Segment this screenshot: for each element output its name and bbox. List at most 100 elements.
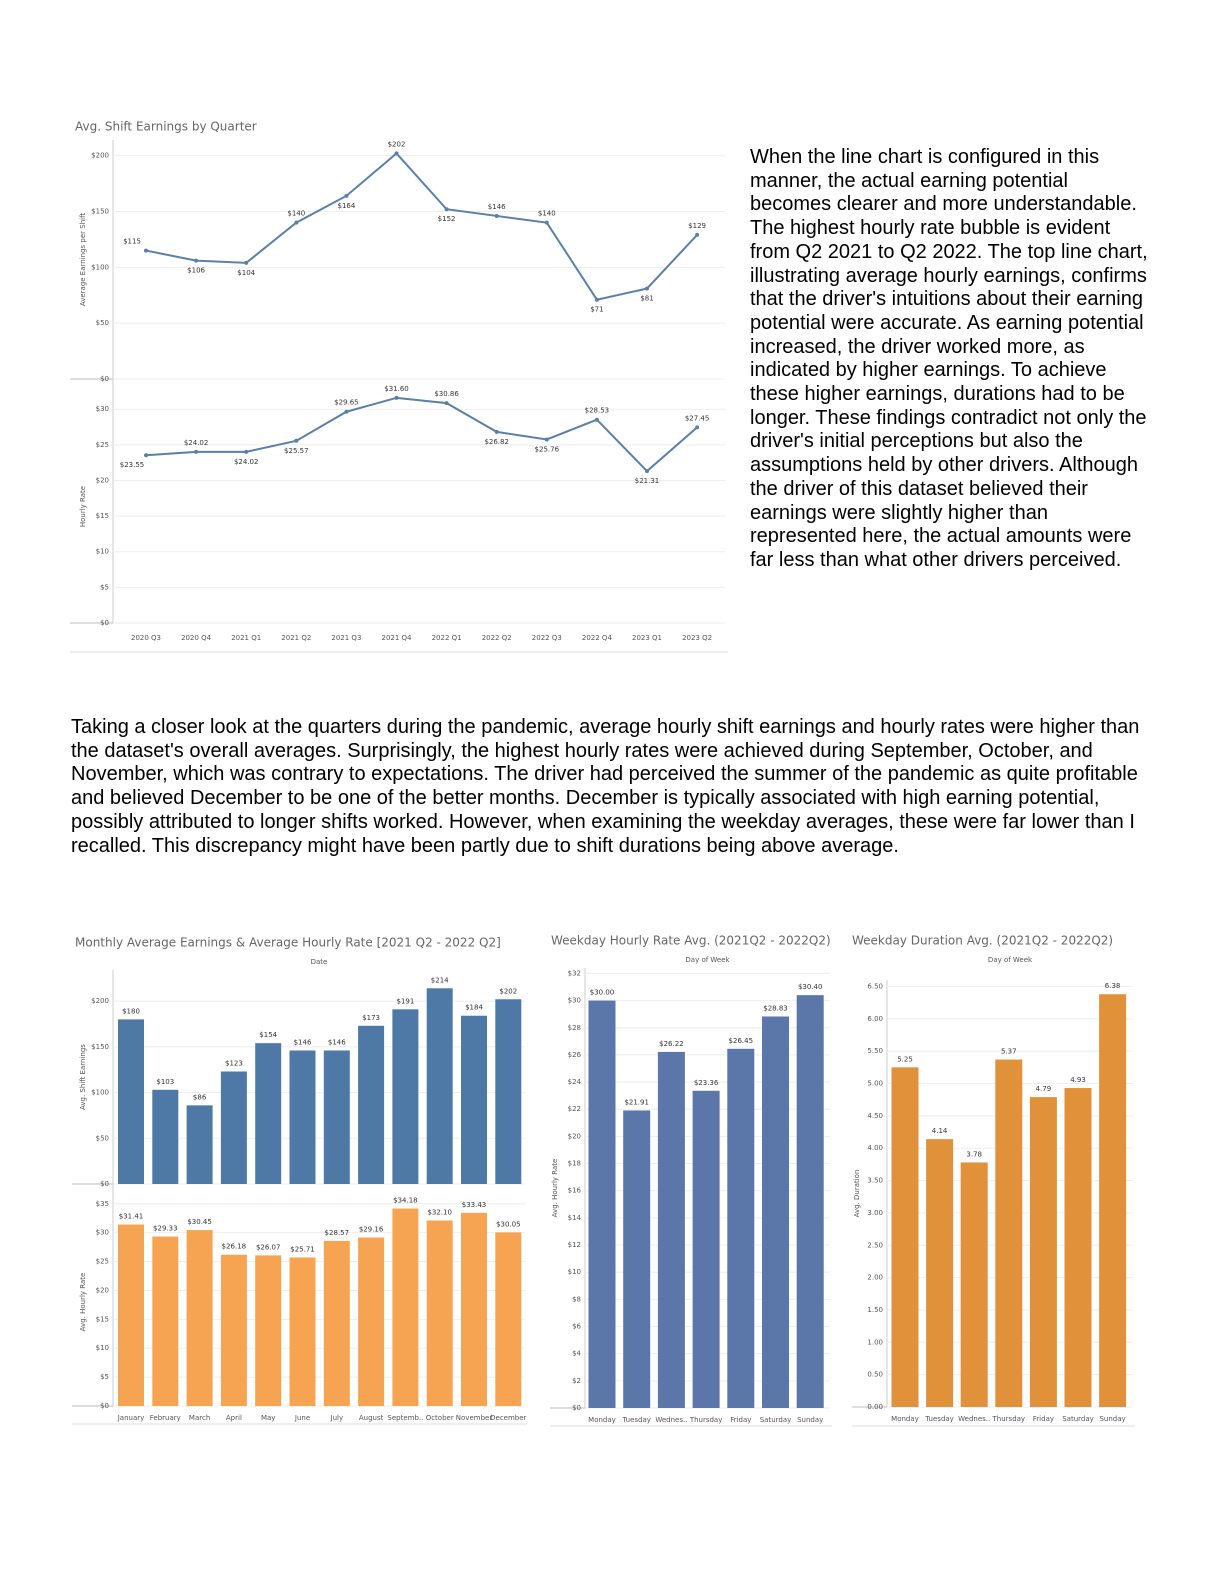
data-label: $146 (294, 1038, 312, 1046)
y-tick-label: $15 (96, 1315, 109, 1323)
bar (960, 1162, 988, 1407)
point (444, 401, 449, 406)
x-tick-label: Sunday (1099, 1415, 1125, 1423)
bar (426, 1220, 453, 1406)
x-axis-title: Day of Week (988, 956, 1033, 964)
bar (657, 1051, 685, 1408)
y-tick-label: 6.00 (867, 1015, 883, 1023)
x-tick-label: May (261, 1414, 275, 1422)
point (695, 425, 700, 430)
data-label: $26.82 (484, 438, 509, 446)
y-tick-label: $10 (568, 1268, 581, 1276)
chart-title: Weekday Hourly Rate Avg. (2021Q2 - 2022Q… (551, 934, 831, 948)
y-tick-label: 6.50 (867, 982, 883, 990)
y-tick-label: 5.00 (867, 1080, 883, 1088)
bar (358, 1025, 385, 1184)
data-label: $27.45 (685, 414, 710, 422)
x-tick-label: Wednes.. (655, 1416, 687, 1424)
chart-title: Avg. Shift Earnings by Quarter (75, 120, 257, 134)
y-axis-title: Avg. Shift Earnings (79, 1044, 87, 1110)
data-label: $29.33 (153, 1225, 178, 1233)
y-tick-label: $10 (96, 548, 109, 556)
x-tick-label: April (226, 1414, 242, 1422)
data-label: $28.57 (325, 1229, 350, 1237)
y-tick-label: $25 (96, 1258, 109, 1266)
y-tick-label: $26 (568, 1051, 582, 1059)
data-label: $154 (259, 1031, 277, 1039)
bar (495, 999, 522, 1184)
data-label: $25.76 (535, 445, 560, 453)
point (344, 193, 349, 198)
data-label: $184 (465, 1004, 483, 1012)
x-tick-label: 2022 Q2 (482, 634, 512, 642)
data-label: 5.37 (1001, 1048, 1017, 1056)
chart-title: Monthly Average Earnings & Average Hourl… (75, 936, 501, 950)
y-tick-label: $16 (568, 1187, 582, 1195)
data-label: $123 (225, 1060, 243, 1068)
data-label: $180 (122, 1007, 140, 1015)
data-label: $86 (193, 1093, 207, 1101)
data-label: $25.57 (284, 447, 309, 455)
x-tick-label: 2022 Q1 (432, 634, 462, 642)
y-tick-label: $0 (100, 1180, 109, 1188)
point (144, 248, 148, 253)
bar (796, 995, 824, 1408)
data-label: 6.38 (1105, 982, 1121, 990)
data-label: $30.00 (590, 989, 615, 997)
x-tick-label: Saturday (760, 1416, 792, 1424)
bar (1064, 1088, 1092, 1407)
x-tick-label: Wednes.. (958, 1415, 990, 1423)
y-axis-title: Hourly Rate (79, 486, 87, 527)
x-axis-title: Date (311, 958, 328, 966)
point (394, 395, 399, 400)
data-label: $26.07 (256, 1243, 281, 1251)
bar (220, 1071, 247, 1184)
data-label: $140 (538, 210, 556, 218)
point (594, 297, 599, 302)
data-label: 4.14 (932, 1127, 948, 1135)
y-tick-label: $0 (572, 1404, 581, 1412)
data-label: $26.45 (729, 1037, 754, 1045)
x-tick-label: Thursday (992, 1415, 1026, 1423)
x-tick-label: 2021 Q1 (231, 634, 261, 642)
x-tick-label: March (189, 1414, 210, 1422)
bar (692, 1090, 720, 1408)
y-tick-label: $35 (96, 1200, 109, 1208)
line (145, 152, 698, 301)
data-label: $28.53 (585, 407, 610, 415)
data-label: 3.78 (966, 1150, 982, 1158)
y-tick-label: 0.50 (867, 1371, 883, 1379)
y-tick-label: $150 (91, 207, 109, 215)
point (544, 220, 549, 225)
x-tick-label: Thursday (689, 1416, 723, 1424)
y-tick-label: 3.50 (867, 1177, 883, 1185)
x-tick-label: July (330, 1414, 344, 1422)
y-axis-title: Avg. Duration (853, 1170, 861, 1218)
x-tick-label: 2022 Q4 (582, 634, 613, 642)
data-label: $173 (362, 1014, 380, 1022)
x-tick-label: 2023 Q1 (632, 634, 662, 642)
x-tick-label: November (456, 1414, 493, 1422)
y-tick-label: 1.50 (867, 1306, 883, 1314)
y-tick-label: $50 (96, 319, 109, 327)
y-tick-label: 4.00 (867, 1144, 883, 1152)
bar (926, 1139, 954, 1407)
y-tick-label: $5 (100, 1373, 109, 1381)
line (145, 396, 698, 473)
x-tick-label: Tuesday (621, 1416, 650, 1424)
y-axis-title: Avg. Hourly Rate (551, 1159, 559, 1218)
point (244, 449, 249, 454)
y-tick-label: 4.50 (867, 1112, 883, 1120)
y-tick-label: $22 (568, 1105, 581, 1113)
bar (255, 1255, 282, 1406)
bar (186, 1230, 213, 1406)
x-tick-label: Saturday (1062, 1415, 1094, 1423)
data-label: $33.43 (462, 1201, 487, 1209)
y-tick-label: 0.00 (867, 1403, 883, 1411)
y-axis-title: Avg. Hourly Rate (79, 1273, 87, 1332)
data-label: $30.40 (798, 983, 823, 991)
bar (289, 1257, 316, 1406)
paragraph: When the line chart is configured in thi… (750, 146, 1148, 571)
point (494, 213, 499, 218)
point (544, 437, 549, 442)
